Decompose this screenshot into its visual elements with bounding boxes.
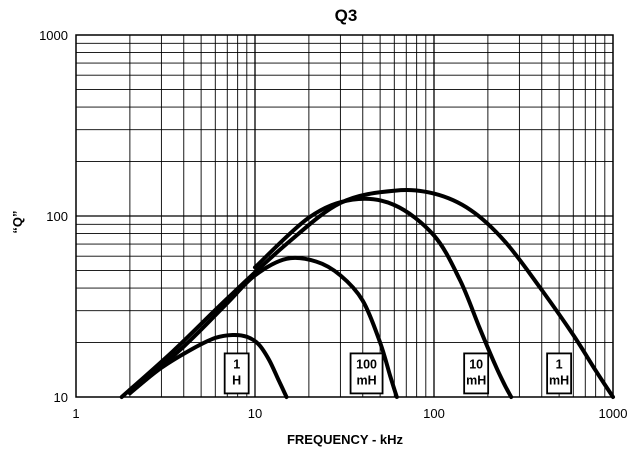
- curve-label-box: [463, 352, 490, 395]
- curve-label-10-mh: 10 mH: [463, 352, 490, 395]
- x-tick-label: 100: [423, 406, 445, 421]
- y-tick-label: 10: [54, 390, 68, 405]
- curve-label-text: mH: [356, 373, 376, 387]
- x-tick-label: 10: [248, 406, 262, 421]
- x-tick-label: 1000: [599, 406, 628, 421]
- curve-label-box: [223, 352, 250, 395]
- x-tick-label: 1: [72, 406, 79, 421]
- chart-title: Q3: [335, 6, 358, 25]
- curve-1-mh: [119, 188, 615, 399]
- curve-label-text: mH: [466, 373, 486, 387]
- y-tick-label: 1000: [39, 28, 68, 43]
- plot-frame: [75, 34, 614, 398]
- curve-label-box: [349, 352, 384, 395]
- curve-label-text: 1: [233, 357, 240, 371]
- curve-label-box: [546, 352, 573, 395]
- curve-label-text: 100: [356, 357, 377, 371]
- curves: [119, 188, 615, 399]
- grid: [76, 35, 613, 397]
- curve-label-100-mh: 100 mH: [349, 352, 384, 395]
- curve-label-text: 10: [469, 357, 483, 371]
- x-axis-label: FREQUENCY - kHz: [287, 432, 404, 447]
- curve-label-1-h: 1H: [223, 352, 250, 395]
- y-axis-label: “Q”: [10, 210, 25, 233]
- curve-label-1-mh: 1 mH: [546, 352, 573, 395]
- curve-label-text: mH: [549, 373, 569, 387]
- curve-label-text: H: [232, 373, 241, 387]
- curve-100-mh: [127, 255, 399, 399]
- tick-labels: 1 10 100 1000 10 100 1000: [39, 28, 627, 421]
- curve-10-mh: [253, 196, 514, 399]
- curve-1-h: [127, 332, 289, 399]
- curve-label-text: 1: [556, 357, 563, 371]
- y-tick-label: 100: [46, 209, 68, 224]
